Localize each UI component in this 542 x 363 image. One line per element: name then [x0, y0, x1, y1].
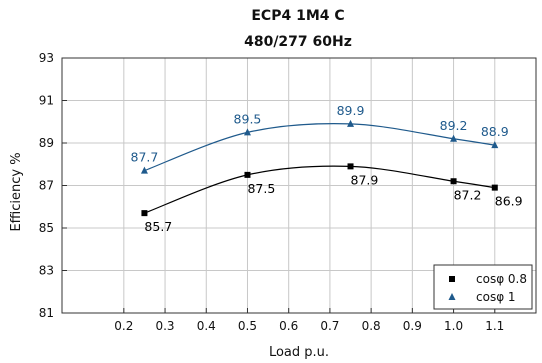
y-tick-label: 81: [39, 306, 54, 320]
y-tick-label: 83: [39, 264, 54, 278]
legend-label: cosφ 1: [476, 290, 516, 304]
data-label: 87.2: [454, 187, 482, 202]
data-point-square: [141, 210, 148, 217]
data-point-square: [450, 178, 457, 185]
series-line: [144, 165, 495, 214]
x-tick-label: 0.4: [197, 319, 216, 333]
data-point-square: [491, 184, 498, 191]
x-tick-label: 0.8: [362, 319, 381, 333]
data-label: 85.7: [144, 219, 172, 234]
y-tick-label: 87: [39, 179, 54, 193]
axes: 81 83 85 87 89 91 93 0.2 0.3 0.4 0.5 0.6 0.7 0.8 0.9 1.…: [39, 51, 537, 333]
x-tick-label: 0.9: [403, 319, 422, 333]
x-tick-label: 0.5: [238, 319, 257, 333]
series-line: [144, 122, 495, 172]
grid: [62, 57, 536, 314]
data-point-square: [347, 163, 354, 170]
x-axis-label: Load p.u.: [269, 345, 329, 360]
legend: cosφ 0.8 cosφ 1: [433, 264, 533, 310]
data-point-triangle: [347, 119, 355, 127]
data-labels: 85.7 87.5 87.9 87.2 86.9 87.7 89.5 89.9 89.2 88.9: [131, 103, 523, 234]
data-point-triangle: [491, 141, 499, 149]
data-label: 89.9: [337, 103, 365, 118]
x-tick-label: 0.3: [155, 319, 174, 333]
data-label: 88.9: [481, 124, 509, 139]
x-tick-label: 1.1: [485, 319, 504, 333]
x-tick-label: 0.2: [114, 319, 133, 333]
legend-marker-triangle: [448, 293, 456, 300]
legend-marker-square: [449, 276, 455, 282]
data-point-triangle: [450, 134, 458, 142]
data-label: 87.5: [247, 181, 275, 196]
data-point-square: [244, 171, 251, 178]
data-label: 89.2: [440, 118, 468, 133]
legend-label: cosφ 0.8: [476, 272, 527, 286]
series-layer: [140, 119, 499, 217]
data-label: 87.9: [351, 172, 379, 187]
plot-frame: [61, 57, 537, 314]
legend-box: [433, 264, 533, 310]
y-axis-label: Efficiency %: [9, 152, 24, 231]
chart-title: ECP4 1M4 C: [251, 8, 344, 24]
y-tick-label: 93: [39, 51, 54, 65]
data-point-triangle: [243, 128, 251, 136]
data-label: 87.7: [131, 150, 159, 165]
data-point-triangle: [140, 166, 148, 174]
data-label: 89.5: [234, 111, 262, 126]
x-tick-label: 0.7: [320, 319, 339, 333]
y-tick-label: 89: [39, 136, 54, 150]
y-tick-label: 91: [39, 94, 54, 108]
x-tick-label: 1.0: [444, 319, 463, 333]
chart-subtitle: 480/277 60Hz: [244, 34, 352, 50]
y-tick-label: 85: [39, 221, 54, 235]
x-tick-label: 0.6: [279, 319, 298, 333]
data-label: 86.9: [495, 194, 523, 209]
